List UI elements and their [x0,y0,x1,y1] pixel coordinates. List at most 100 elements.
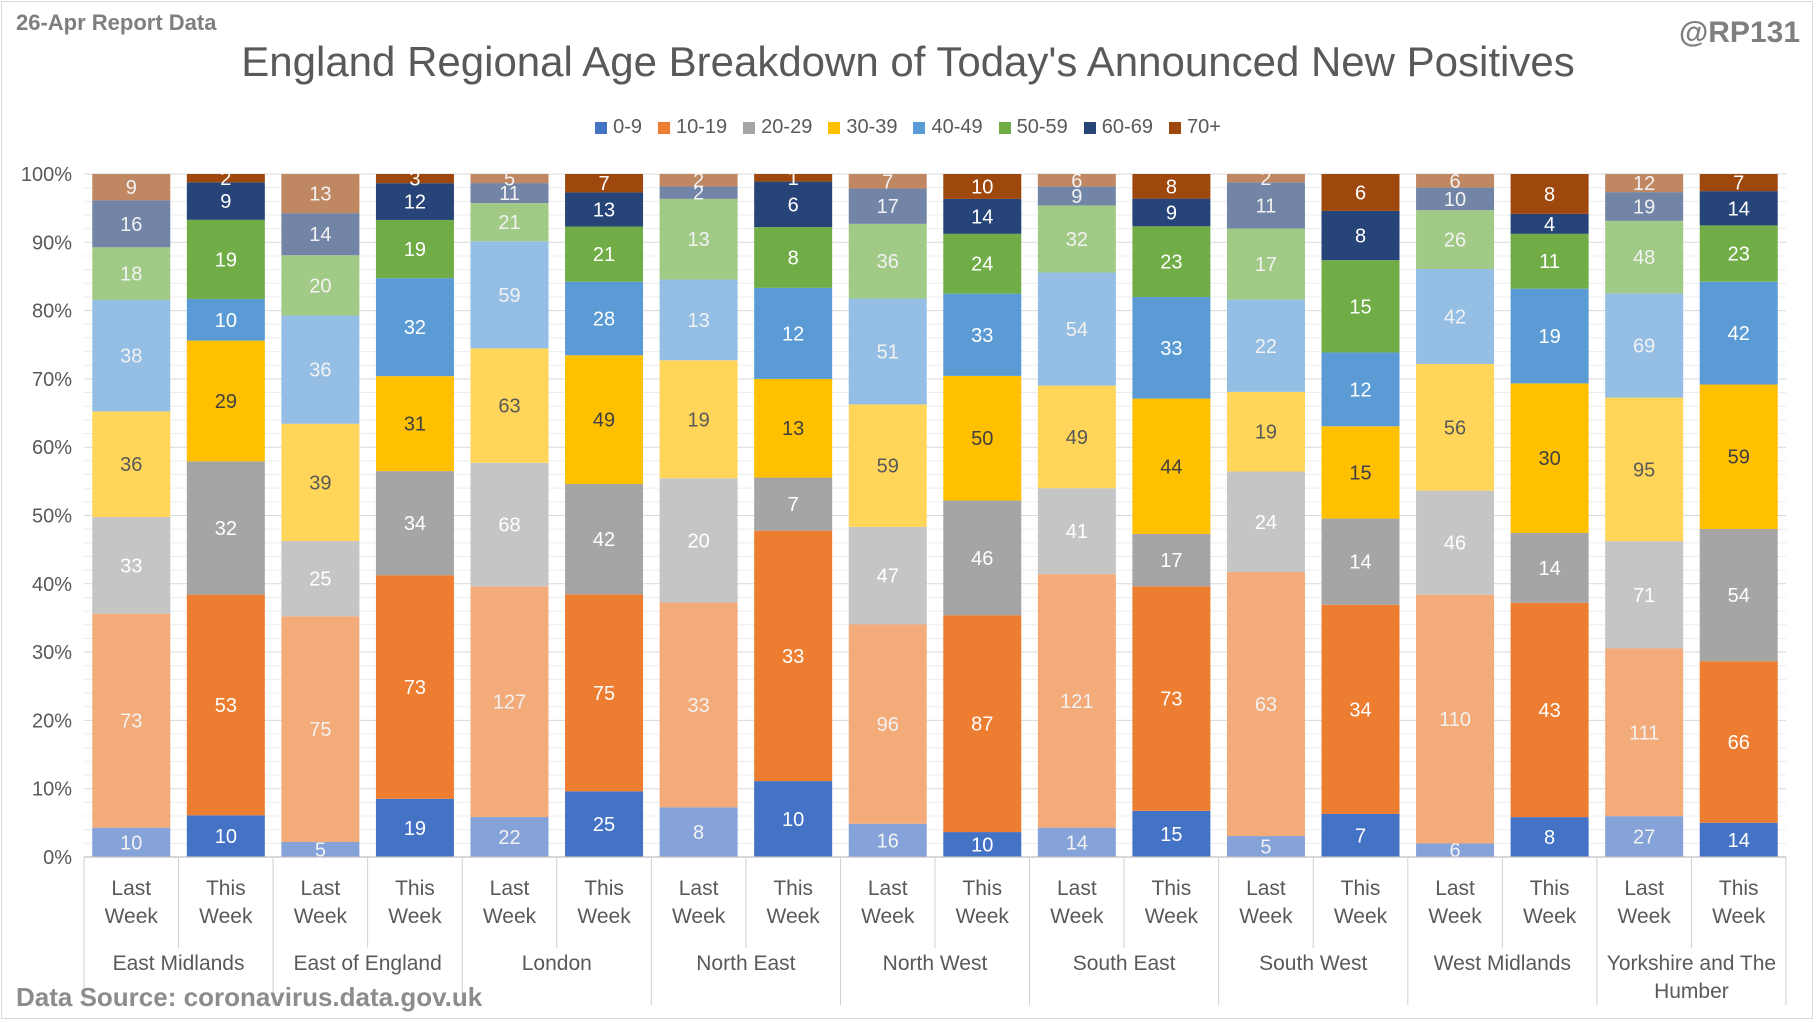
data-source-note: Data Source: coronavirus.data.gov.uk [16,982,483,1012]
bar-segment [1037,186,1116,206]
bar-segment [659,174,738,187]
bar-segment [1321,604,1400,814]
bar-segment [943,500,1022,616]
bar-segment [848,526,927,625]
data-label: 29 [215,391,237,413]
data-label: 14 [1349,552,1371,574]
bar-segment [281,541,360,617]
bar-segment [565,594,644,792]
y-tick-label: 0% [43,847,72,869]
bar-segment [186,815,265,857]
bar-segment [92,613,171,828]
data-label: 19 [404,818,426,840]
data-label: 21 [593,244,615,266]
bar-segment [1037,827,1116,857]
bar-segment [659,186,738,199]
bar-segment [1699,528,1778,662]
legend-item: 40-49 [913,116,983,139]
bar-segment [1416,268,1495,364]
data-label: 54 [1066,319,1088,341]
bar-segment [848,404,927,527]
bar-segment [943,198,1022,234]
bar-segment [1416,843,1495,857]
region-label: North West [883,952,988,975]
bar-segment [1605,541,1684,649]
data-label: 66 [1728,732,1750,754]
data-label: 1 [788,168,799,190]
bar-segment [92,300,171,412]
x-tick-label: Last [490,877,530,900]
bar-segment [1037,385,1116,489]
data-label: 32 [404,317,426,339]
data-label: 13 [687,310,709,332]
bar-segment [1321,426,1400,519]
bar-segment [92,411,171,517]
bar-segment [1416,594,1495,844]
data-label: 71 [1633,585,1655,607]
data-label: 9 [126,177,137,199]
data-label: 5 [504,169,515,191]
x-tick-label: Week [105,905,159,928]
data-label: 22 [1255,336,1277,358]
data-label: 50 [971,428,993,450]
bar-segment [565,483,644,595]
bar-segment [1037,488,1116,575]
bar-segment [565,281,644,356]
author-handle: @RP131 [1679,16,1800,49]
data-label: 19 [1255,422,1277,444]
bar-segment [186,182,265,220]
data-label: 14 [309,224,331,246]
y-tick-label: 100% [21,164,72,186]
bar-segment [1226,836,1305,857]
bar-segment [1699,661,1778,823]
data-label: 3 [409,169,420,191]
bar-segment [943,375,1022,501]
data-label: 44 [1160,456,1182,478]
data-label: 11 [499,183,520,205]
bar-segment [1321,813,1400,857]
data-label: 63 [498,396,520,418]
x-tick-label: Last [1435,877,1475,900]
data-label: 14 [971,206,993,228]
x-tick-label: Last [1246,877,1286,900]
bar-segment [754,287,833,379]
x-tick-label: Week [388,905,442,928]
data-label: 53 [215,695,237,717]
legend-swatch [743,121,756,134]
data-label: 21 [498,212,520,234]
bar-segment [470,203,549,242]
legend: 0-9 10-19 20-29 30-39 40-49 50-59 60-69 70+ [0,116,1816,139]
data-label: 19 [687,409,709,431]
data-label: 73 [404,677,426,699]
data-label: 10 [782,809,804,831]
data-label: 111 [1629,722,1659,744]
bar-segment [1321,260,1400,353]
data-label: 14 [1728,830,1750,852]
x-tick-label: Last [1624,877,1664,900]
data-label: 6 [1355,182,1366,204]
data-label: 69 [1633,336,1655,358]
data-label: 9 [1166,202,1177,224]
bar-segment [1699,384,1778,529]
x-tick-label: Last [868,877,908,900]
region-label: South East [1073,952,1176,975]
legend-item: 70+ [1168,116,1221,139]
bar-segment [659,602,738,808]
legend-label: 0-9 [613,116,643,138]
data-label: 11 [1539,251,1560,273]
bar-segment [1132,586,1211,811]
bar-segment [754,378,833,478]
bar-segment [1132,174,1211,199]
bar-segment [1132,198,1211,227]
data-label: 33 [120,555,142,577]
bar-segment [1321,518,1400,605]
data-label: 12 [404,192,426,214]
data-label: 5 [1260,837,1271,859]
legend-swatch [828,121,841,134]
bar-segment [470,817,549,857]
data-label: 13 [593,199,615,221]
data-label: 8 [1544,827,1555,849]
x-tick-label: This [1530,877,1570,900]
bar-segment [1132,226,1211,298]
x-tick-label: This [962,877,1002,900]
